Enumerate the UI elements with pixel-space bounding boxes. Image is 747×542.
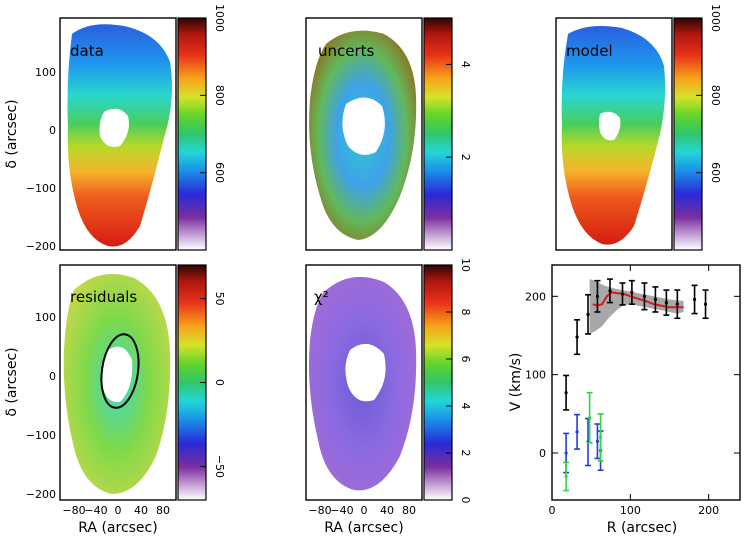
rc-point-rotation bbox=[628, 279, 635, 305]
rc-point-rotation bbox=[652, 286, 659, 313]
map-xlabel-middle: RA (arcsec) bbox=[324, 520, 403, 536]
map-yticks-row2: 100 0 −100 −200 bbox=[26, 311, 56, 501]
rc-ticks: 0 100 200 0 100 200 bbox=[525, 265, 740, 517]
panel-data-label: data bbox=[70, 42, 104, 60]
colorbar-tick-label: 800 bbox=[213, 85, 226, 106]
map-xtick: 40 bbox=[134, 504, 148, 517]
map-xtick: 0 bbox=[361, 504, 368, 517]
map-ytick: 0 bbox=[49, 124, 56, 137]
panel-data: data bbox=[59, 17, 207, 251]
colorbar-data bbox=[177, 17, 207, 251]
panel-residuals-hole bbox=[101, 346, 133, 403]
map-ytick: −100 bbox=[26, 429, 56, 442]
rc-ylabel: V (km/s) bbox=[508, 353, 524, 412]
map-xtick: 80 bbox=[402, 504, 416, 517]
panel-uncerts: uncerts bbox=[305, 17, 453, 251]
rc-point-rotation bbox=[563, 374, 570, 411]
rc-xlabel: R (arcsec) bbox=[607, 520, 677, 536]
colorbar-tick-label: 0 bbox=[213, 379, 226, 386]
map-xtick: 80 bbox=[156, 504, 170, 517]
colorbar-tick-label: 50 bbox=[213, 292, 226, 306]
rc-point-rotation bbox=[641, 282, 648, 311]
colorbar-tick-label: 2 bbox=[459, 450, 472, 457]
map-xtick: −80 bbox=[62, 504, 85, 517]
colorbar-tick-label: 1000 bbox=[213, 4, 226, 32]
map-xtick: −40 bbox=[330, 504, 353, 517]
colorbar-tick-label: 4 bbox=[459, 403, 472, 410]
colorbar-tick-label: 2 bbox=[459, 154, 472, 161]
rc-points bbox=[563, 278, 709, 492]
map-ylabel-bottom: δ (arcsec) bbox=[4, 347, 20, 416]
colorbar-tick-label: 1000 bbox=[709, 4, 722, 32]
map-xticks-middle: −80 −40 0 40 80 bbox=[308, 504, 416, 517]
rotation-curve-plot: 0 100 200 0 100 200 R (arcsec) V (km/s) bbox=[508, 264, 741, 536]
rc-point-rotation bbox=[594, 279, 601, 313]
rc-point-vertical bbox=[597, 413, 604, 462]
rc-point-rotation bbox=[663, 289, 670, 316]
map-ytick: −100 bbox=[26, 182, 56, 195]
map-xticks-left: −80 −40 0 40 80 bbox=[62, 504, 170, 517]
rc-xtick-label: 200 bbox=[698, 504, 719, 517]
panel-residuals-label: residuals bbox=[70, 288, 137, 306]
rc-ytick-label: 200 bbox=[525, 290, 546, 303]
panel-uncerts-hole bbox=[342, 97, 385, 155]
rc-xtick-label: 0 bbox=[549, 504, 556, 517]
colorbar-tick-label: 600 bbox=[709, 162, 722, 183]
rc-point-rotation bbox=[674, 289, 681, 320]
rc-point-rotation bbox=[606, 278, 613, 304]
colorbar-model bbox=[673, 17, 703, 251]
colorbar-tick-label: 6 bbox=[459, 356, 472, 363]
map-ytick: 0 bbox=[49, 370, 56, 383]
map-ytick: −200 bbox=[26, 488, 56, 501]
rc-point-radial bbox=[574, 413, 581, 450]
map-ytick: −200 bbox=[26, 240, 56, 253]
rc-xtick-label: 100 bbox=[620, 504, 641, 517]
map-xtick: 0 bbox=[115, 504, 122, 517]
map-xtick: −40 bbox=[84, 504, 107, 517]
colorbar-uncerts bbox=[423, 17, 453, 251]
rc-point-radial bbox=[594, 423, 601, 460]
panel-model: model bbox=[555, 17, 703, 251]
colorbar-tick-label: −50 bbox=[213, 455, 226, 478]
colorbar-tick-label: 600 bbox=[213, 162, 226, 183]
map-ytick: 100 bbox=[35, 66, 56, 79]
map-xtick: −80 bbox=[308, 504, 331, 517]
colorbar-tick-label: 800 bbox=[709, 85, 722, 106]
rc-point-rotation bbox=[585, 293, 592, 335]
rc-ytick-label: 0 bbox=[539, 447, 546, 460]
colorbar-tick-label: 8 bbox=[459, 309, 472, 316]
colorbar-tick-label: 4 bbox=[459, 61, 472, 68]
panel-model-hole bbox=[599, 111, 621, 141]
map-xtick: 40 bbox=[380, 504, 394, 517]
colorbar-chi2 bbox=[423, 264, 453, 501]
map-yticks-row1: 100 0 −100 −200 bbox=[26, 66, 56, 253]
rc-point-vertical bbox=[563, 461, 570, 492]
panel-chi2: χ² bbox=[305, 264, 453, 501]
panel-uncerts-label: uncerts bbox=[318, 42, 375, 60]
panel-chi2-hole bbox=[345, 343, 386, 402]
map-ytick: 100 bbox=[35, 311, 56, 324]
rc-point-rotation bbox=[702, 289, 709, 320]
rc-ytick-label: 100 bbox=[525, 369, 546, 382]
panel-data-hole bbox=[99, 108, 129, 147]
panel-model-label: model bbox=[566, 42, 613, 60]
panel-residuals-ellipse bbox=[100, 333, 140, 409]
rc-point-rotation bbox=[691, 284, 698, 315]
rc-point-vertical bbox=[586, 391, 593, 444]
map-ylabel-top: δ (arcsec) bbox=[4, 99, 20, 168]
rc-point-rotation bbox=[619, 282, 626, 306]
rc-point-rotation bbox=[574, 319, 581, 356]
colorbar-tick-label: 0 bbox=[459, 497, 472, 504]
map-xlabel-left: RA (arcsec) bbox=[78, 520, 157, 536]
panel-chi2-label: χ² bbox=[314, 288, 329, 306]
panel-residuals: residuals bbox=[59, 264, 207, 501]
colorbar-tick-label: 10 bbox=[459, 258, 472, 272]
